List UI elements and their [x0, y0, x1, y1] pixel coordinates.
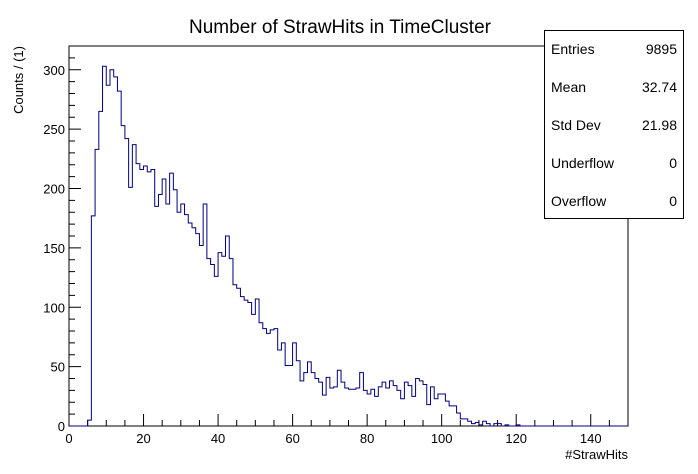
y-tick-label: 100 — [43, 300, 65, 315]
stat-row-mean: Mean 32.74 — [551, 79, 677, 99]
axis-ticks — [68, 45, 629, 427]
x-tick-label: 60 — [285, 431, 299, 446]
x-tick-label: 100 — [431, 431, 453, 446]
stat-label: Entries — [551, 41, 595, 57]
y-tick-label: 0 — [58, 419, 65, 434]
stat-label: Mean — [551, 79, 587, 95]
statistics-box: Entries 9895 Mean 32.74 Std Dev 21.98 Un… — [544, 30, 684, 219]
stat-label: Overflow — [551, 193, 607, 209]
y-tick-label: 300 — [43, 63, 65, 78]
stat-value: 0 — [669, 193, 677, 209]
x-axis-label: #StrawHits — [565, 447, 628, 462]
x-tick-label: 20 — [136, 431, 150, 446]
stat-value: 32.74 — [641, 79, 677, 95]
stat-value: 9895 — [645, 41, 677, 57]
x-tick-label: 80 — [360, 431, 374, 446]
chart-title: Number of StrawHits in TimeCluster — [189, 17, 492, 38]
stat-value: 21.98 — [641, 117, 677, 133]
y-tick-label: 50 — [51, 360, 65, 375]
histogram-series-line — [69, 65, 628, 427]
stat-row-overflow: Overflow 0 — [551, 193, 677, 213]
y-tick-label: 200 — [43, 182, 65, 197]
stat-label: Std Dev — [551, 117, 601, 133]
x-tick-label: 40 — [211, 431, 225, 446]
stat-value: 0 — [669, 155, 677, 171]
x-tick-label: 140 — [580, 431, 602, 446]
stat-row-std-dev: Std Dev 21.98 — [551, 117, 677, 137]
stat-row-underflow: Underflow 0 — [551, 155, 677, 175]
y-tick-labels: 0 50 100 150 200 250 300 — [43, 63, 65, 434]
x-tick-label: 120 — [505, 431, 527, 446]
y-tick-label: 250 — [43, 122, 65, 137]
stat-row-entries: Entries 9895 — [551, 41, 677, 61]
x-tick-labels: 0 20 40 60 80 100 120 140 — [65, 431, 601, 446]
stat-label: Underflow — [551, 155, 615, 171]
x-tick-label: 0 — [65, 431, 72, 446]
y-tick-label: 150 — [43, 241, 65, 256]
y-axis-label: Counts / (1) — [11, 46, 26, 114]
